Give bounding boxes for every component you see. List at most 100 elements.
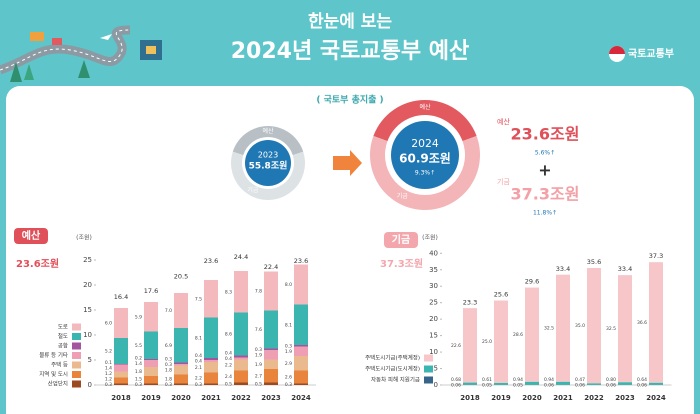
bar-segment xyxy=(556,381,570,385)
value-label: 7.0 xyxy=(165,308,172,314)
bar-segment xyxy=(174,364,188,366)
bar-segment xyxy=(144,359,158,360)
bar-segment xyxy=(556,274,570,382)
bar-segment xyxy=(114,383,128,385)
value-label: 1.4 xyxy=(135,361,142,367)
bar-segment xyxy=(204,358,218,360)
value-label: 5.2 xyxy=(105,349,112,355)
value-label: 8.3 xyxy=(225,289,232,295)
chart-title-badge xyxy=(14,228,48,244)
total-label: 35.6 xyxy=(587,258,601,266)
legend-label: 주택 등 xyxy=(51,362,68,369)
bar-segment xyxy=(264,310,278,349)
bar-segment xyxy=(264,350,278,360)
bar-segment xyxy=(234,271,248,313)
value-label: 2.2 xyxy=(195,376,202,382)
bar-segment xyxy=(144,383,158,385)
value-label: 0.3 xyxy=(285,382,292,388)
donut-year: 2024 xyxy=(411,137,439,150)
bar-segment xyxy=(204,383,218,385)
bar-segment xyxy=(114,308,128,338)
value-label: 1.4 xyxy=(105,365,112,371)
value-label: 0.3 xyxy=(135,382,142,388)
bar-segment xyxy=(264,369,278,383)
legend-label: 도로 xyxy=(58,324,68,331)
total-label: 37.3 xyxy=(649,252,663,260)
y-tick-label: 25 xyxy=(429,299,438,307)
ministry-logo-top xyxy=(609,46,625,54)
value-label: 32.5 xyxy=(544,326,554,332)
legend-swatch xyxy=(424,376,433,384)
x-tick-label: 2020 xyxy=(522,394,542,402)
y-tick-label: 10 xyxy=(83,331,92,339)
y-tick-label: 0 xyxy=(434,381,438,389)
value-label: 0.5 xyxy=(225,381,232,387)
chart-title: 예산 xyxy=(22,229,41,242)
bar-segment xyxy=(264,348,278,350)
total-label: 33.4 xyxy=(618,265,632,273)
value-label: 0.3 xyxy=(105,382,112,388)
value-label: 0.68 xyxy=(451,377,461,383)
subtitle: ( 국토부 총지출 ) xyxy=(316,94,383,106)
value-label: 28.6 xyxy=(513,332,523,338)
donut-total: 55.8조원 xyxy=(249,160,288,172)
donut-segment xyxy=(232,125,304,156)
bar-segment xyxy=(114,364,128,372)
donut-total: 60.9조원 xyxy=(399,152,451,166)
legend-label: 물류 등 기타 xyxy=(39,351,68,359)
total-label: 16.4 xyxy=(114,293,128,301)
title-line-2: 2024년 국토교통부 예산 xyxy=(231,39,469,64)
bar-segment xyxy=(463,308,477,383)
chart-title: 기금 xyxy=(392,233,410,246)
x-tick-label: 2019 xyxy=(141,394,161,402)
legend-swatch xyxy=(72,333,81,340)
value-label: 2.6 xyxy=(285,375,292,381)
value-label: 1.5 xyxy=(135,376,142,382)
value-label: 5.9 xyxy=(135,314,142,320)
side-amount: 23.6조원 xyxy=(511,125,580,144)
bar-segment xyxy=(174,328,188,363)
value-label: 1.2 xyxy=(105,376,112,382)
x-tick-label: 2021 xyxy=(201,394,221,402)
legend-label: 주택도시기금(주택계정) xyxy=(365,354,420,362)
illustration xyxy=(0,25,162,82)
donut-segment xyxy=(370,135,480,210)
bar-segment xyxy=(204,360,218,362)
value-label: 0.5 xyxy=(255,381,262,387)
y-tick-label: 35 xyxy=(429,266,438,274)
legend-label: 철도 xyxy=(58,332,68,340)
y-tick-label: 15 xyxy=(83,306,92,314)
value-label: 7.5 xyxy=(195,296,202,302)
y-tick-label: 30 xyxy=(429,282,438,290)
title-line-1: 한눈에 보는 xyxy=(308,12,392,32)
chart-subtitle: 37.3조원 xyxy=(380,257,423,270)
value-label: 8.0 xyxy=(285,282,292,288)
legend-swatch xyxy=(72,380,81,388)
value-label: 22.6 xyxy=(451,343,461,349)
donut-center xyxy=(245,140,291,186)
total-label: 20.5 xyxy=(174,273,188,281)
bar-segment xyxy=(264,271,278,311)
y-tick-label: 0 xyxy=(88,381,92,389)
total-label: 23.6 xyxy=(204,257,218,265)
total-label: 23.6 xyxy=(294,257,308,265)
value-label: 0.3 xyxy=(165,382,172,388)
value-label: 0.06 xyxy=(544,382,554,388)
bar-segment xyxy=(264,382,278,385)
value-label: 0.80 xyxy=(606,377,616,383)
legend-swatch xyxy=(72,361,81,369)
bar-segment xyxy=(294,346,308,356)
y-tick-label: 5 xyxy=(88,356,92,364)
value-label: 8.1 xyxy=(285,322,292,328)
value-label: 0.4 xyxy=(225,356,232,362)
donut-segment xyxy=(231,151,305,200)
x-tick-label: 2024 xyxy=(646,394,666,402)
bar-segment xyxy=(204,280,218,318)
bar-segment xyxy=(114,338,128,364)
bar-segment xyxy=(114,371,128,378)
value-label: 0.47 xyxy=(575,377,585,383)
value-label: 8.1 xyxy=(195,335,202,341)
value-label: 6.0 xyxy=(105,321,112,327)
y-tick-label: 5 xyxy=(434,365,438,373)
